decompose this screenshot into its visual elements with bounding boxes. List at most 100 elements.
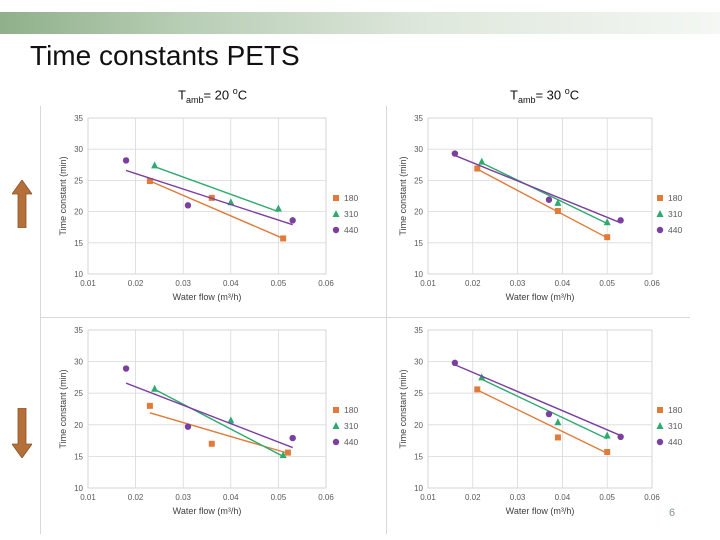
x-tick-label: 0.06 [644,493,660,502]
legend-marker-180 [333,195,339,201]
y-tick-label: 20 [414,421,423,430]
point-310 [603,431,611,439]
y-tick-label: 30 [74,145,83,154]
point-180 [280,235,287,242]
x-tick-label: 0.03 [175,279,191,288]
legend-label-180: 180 [344,193,358,203]
y-tick-label: 30 [414,358,423,367]
trendline-180 [476,168,608,239]
panel-border-horizontal [40,317,690,318]
legend-marker-440 [332,226,340,234]
y-tick-label: 30 [74,358,83,367]
point-310 [554,418,562,426]
x-tick-label: 0.06 [318,493,334,502]
legend-label-440: 440 [344,225,358,235]
trendline-440 [125,169,293,226]
point-310 [151,384,159,392]
x-tick-label: 0.01 [420,493,436,502]
y-tick-label: 20 [74,208,83,217]
x-tick-label: 0.05 [271,493,287,502]
x-tick-label: 0.01 [80,279,96,288]
legend-marker-440 [656,438,664,446]
point-440 [451,150,459,157]
y-tick-label: 15 [414,452,423,461]
point-440 [545,196,553,203]
legend-marker-310 [656,422,664,429]
point-310 [478,157,486,165]
x-tick-label: 0.05 [599,493,615,502]
trendline-180 [476,389,608,454]
y-tick-label: 25 [74,176,83,185]
legend-label-440: 440 [668,225,682,235]
slide-title: Time constants PETS [30,40,300,71]
x-tick-label: 0.06 [318,279,334,288]
point-310 [603,218,611,226]
x-tick-label: 0.04 [555,279,571,288]
x-tick-label: 0.02 [128,493,144,502]
y-tick-label: 10 [414,484,423,493]
y-tick-label: 15 [414,239,423,248]
point-440 [122,157,130,164]
plot-area [87,329,327,489]
legend-marker-310 [332,210,340,217]
trendline-310 [154,166,279,213]
legend-marker-310 [332,422,340,429]
legend-marker-310 [656,210,664,217]
legend-label-440: 440 [344,437,358,447]
legend-marker-440 [656,226,664,234]
up-arrow-icon [12,180,32,228]
plot-area [427,117,653,275]
x-axis-label: Water flow (m³/h) [506,506,575,516]
cond-sub: amb [185,94,204,105]
point-180 [474,386,481,393]
y-tick-label: 25 [414,176,423,185]
point-440 [289,434,296,442]
down-arrow-icon [12,408,32,458]
point-180 [208,440,215,447]
point-440 [617,217,624,224]
plot-area [87,117,327,275]
chart-top-left-20C: 10 15 20 25 30 35 0.01 0.02 0.03 0.04 0.05 0.06 Wate… [58,114,358,302]
cond-mid: = 30 [535,87,565,103]
legend-marker-180 [657,407,663,413]
y-axis-label: Time constant (min) [398,369,408,448]
x-tick-label: 0.04 [555,493,571,502]
x-tick-label: 0.02 [465,279,481,288]
trendline-180 [149,180,284,240]
cond-sub: amb [517,94,536,105]
legend-label-440: 440 [668,437,682,447]
x-tick-label: 0.02 [465,493,481,502]
y-tick-label: 25 [74,389,83,398]
y-axis-label: Time constant (min) [398,156,408,235]
panel-border-middle [386,106,387,534]
point-310 [274,204,282,212]
y-tick-label: 35 [414,326,423,335]
y-tick-label: 10 [414,270,423,279]
y-tick-label: 35 [74,114,83,123]
cond-mid: = 20 [203,87,233,103]
chart-bottom-left-20C: 10 15 20 25 30 35 0.01 0.02 0.03 0.04 0.05 0.06 Wate… [58,326,358,516]
point-440 [122,365,130,372]
legend-marker-180 [333,407,339,413]
y-tick-label: 10 [74,270,83,279]
condition-label-20: Tamb= 20 oC [178,86,247,105]
point-180 [604,448,611,455]
header-band [0,12,720,34]
legend-label-180: 180 [668,405,682,415]
trendline-310 [481,162,608,225]
legend-label-310: 310 [344,209,358,219]
legend-label-310: 310 [668,421,682,431]
page-number: 6 [669,507,676,519]
cond-prefix: T [510,87,518,103]
cond-sup: o [232,86,238,96]
cond-unit: C [569,87,580,103]
trendline-310 [481,378,608,440]
point-440 [617,433,624,441]
y-tick-label: 20 [74,421,83,430]
x-tick-label: 0.03 [510,493,526,502]
x-tick-label: 0.05 [271,279,287,288]
panel-border-left [40,106,41,534]
y-tick-label: 10 [74,484,83,493]
point-180 [146,402,153,409]
y-axis-label: Time constant (min) [58,369,68,448]
